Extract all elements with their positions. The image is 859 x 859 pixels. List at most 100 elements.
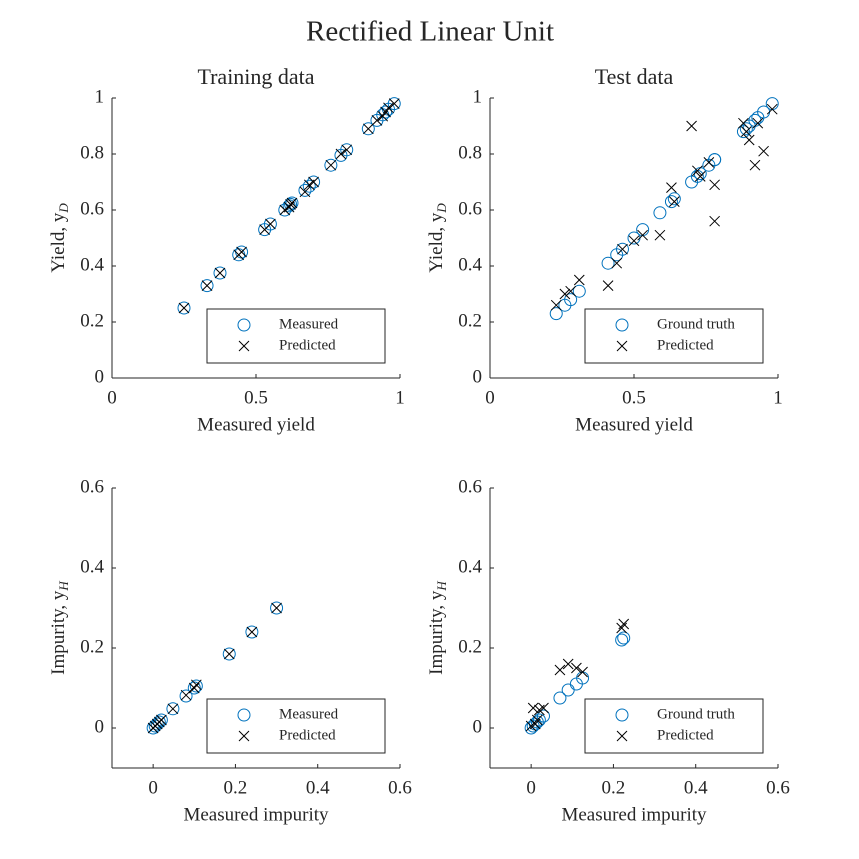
x-tick-label: 0.4: [306, 777, 330, 798]
marker-circle: [152, 715, 166, 729]
legend-label: Ground truth: [657, 706, 735, 722]
y-tick-label: 0.4: [458, 254, 482, 275]
marker-x: [666, 182, 677, 193]
y-tick-label: 0: [95, 366, 105, 387]
x-tick-label: 0.6: [388, 777, 412, 798]
marker-circle: [245, 625, 259, 639]
marker-circle: [237, 708, 251, 722]
marker-circle: [739, 122, 753, 136]
marker-x: [325, 159, 337, 171]
marker-x: [766, 103, 778, 115]
y-axis-label-subscript: H: [56, 581, 71, 592]
marker-circle: [150, 717, 164, 731]
marker-circle: [664, 195, 678, 209]
marker-x: [617, 243, 628, 255]
marker-x: [271, 602, 282, 614]
marker-x: [383, 102, 394, 114]
marker-x: [238, 730, 250, 742]
marker-circle: [572, 284, 586, 298]
marker-x: [538, 702, 549, 714]
figure-title: Rectified Linear Unit: [306, 16, 554, 48]
legend-box: [584, 698, 764, 754]
x-tick-label: 0.6: [766, 777, 790, 798]
marker-x: [238, 340, 250, 352]
x-tick-label: 0.5: [244, 387, 268, 408]
y-axis-label: Impurity, yH: [48, 581, 71, 675]
marker-circle: [536, 709, 550, 723]
marker-x: [265, 218, 276, 230]
y-axis-label: Yield, yD: [426, 203, 449, 273]
y-tick-label: 0.2: [458, 636, 482, 657]
marker-x: [190, 679, 202, 691]
marker-x: [709, 179, 720, 191]
marker-circle: [179, 689, 193, 703]
y-tick-label: 0: [473, 716, 483, 737]
y-tick-label: 0.8: [80, 142, 104, 163]
marker-x: [214, 267, 226, 279]
y-tick-label: 0.6: [80, 476, 104, 497]
marker-x: [616, 340, 628, 352]
marker-circle: [708, 153, 722, 167]
legend-label: Ground truth: [657, 316, 735, 332]
marker-x: [201, 280, 213, 291]
marker-circle: [615, 633, 629, 647]
y-tick-label: 0.4: [458, 556, 482, 577]
legend-label: Measured: [279, 706, 339, 722]
legend: Measured Predicted: [206, 308, 386, 364]
marker-x: [573, 274, 585, 286]
marker-circle: [187, 681, 201, 695]
x-tick-label: 1: [773, 387, 783, 408]
marker-x: [554, 664, 566, 676]
marker-circle: [222, 647, 236, 661]
marker-x: [637, 229, 648, 241]
marker-circle: [154, 713, 168, 727]
marker-x: [611, 257, 623, 269]
marker-x: [616, 730, 628, 742]
marker-circle: [601, 256, 615, 270]
marker-x: [388, 98, 400, 109]
marker-x: [668, 196, 680, 207]
marker-circle: [653, 206, 667, 220]
marker-x: [180, 689, 192, 701]
x-tick-label: 0: [148, 777, 158, 798]
marker-x: [686, 120, 697, 132]
marker-circle: [361, 122, 375, 136]
legend-box: [206, 698, 386, 754]
x-tick-label: 0.4: [684, 777, 708, 798]
y-tick-label: 0.6: [458, 476, 482, 497]
marker-circle: [307, 175, 321, 189]
x-axis-label: Measured impurity: [561, 804, 707, 825]
marker-x: [559, 288, 571, 300]
marker-circle: [263, 217, 277, 231]
x-tick-label: 0: [107, 387, 117, 408]
legend-label: Predicted: [657, 337, 714, 353]
y-tick-label: 0.8: [458, 142, 482, 163]
marker-circle: [549, 307, 563, 321]
y-axis-label: Impurity, yH: [426, 581, 449, 675]
marker-circle: [667, 192, 681, 206]
y-tick-label: 0.6: [458, 198, 482, 219]
x-tick-label: 0.2: [224, 777, 248, 798]
marker-x: [743, 134, 755, 146]
marker-x: [178, 302, 190, 314]
x-tick-label: 0: [526, 777, 536, 798]
marker-circle: [615, 318, 629, 332]
marker-x: [156, 714, 167, 726]
y-axis-label-subscript: D: [434, 203, 449, 214]
marker-circle: [302, 179, 316, 193]
marker-x: [308, 176, 319, 188]
y-tick-label: 0.6: [80, 198, 104, 219]
y-tick-label: 0.2: [80, 310, 104, 331]
legend: Measured Predicted: [206, 698, 386, 754]
marker-circle: [615, 708, 629, 722]
y-axis-label-text: Yield, y: [426, 212, 447, 273]
marker-circle: [324, 158, 338, 172]
marker-x: [562, 658, 574, 670]
marker-x: [371, 115, 383, 126]
y-tick-label: 1: [473, 86, 483, 107]
marker-x: [565, 285, 576, 297]
marker-circle: [387, 97, 401, 111]
marker-x: [628, 235, 640, 247]
x-tick-label: 0.2: [602, 777, 626, 798]
